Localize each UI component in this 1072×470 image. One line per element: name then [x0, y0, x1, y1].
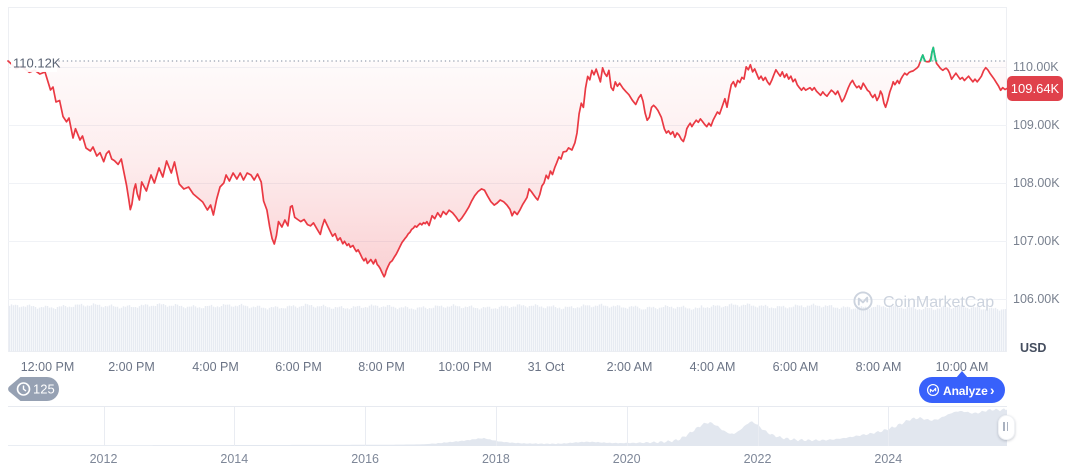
svg-text:CoinMarketCap: CoinMarketCap: [883, 294, 994, 311]
svg-text:125: 125: [33, 382, 55, 397]
svg-text:110.12K: 110.12K: [13, 56, 61, 71]
